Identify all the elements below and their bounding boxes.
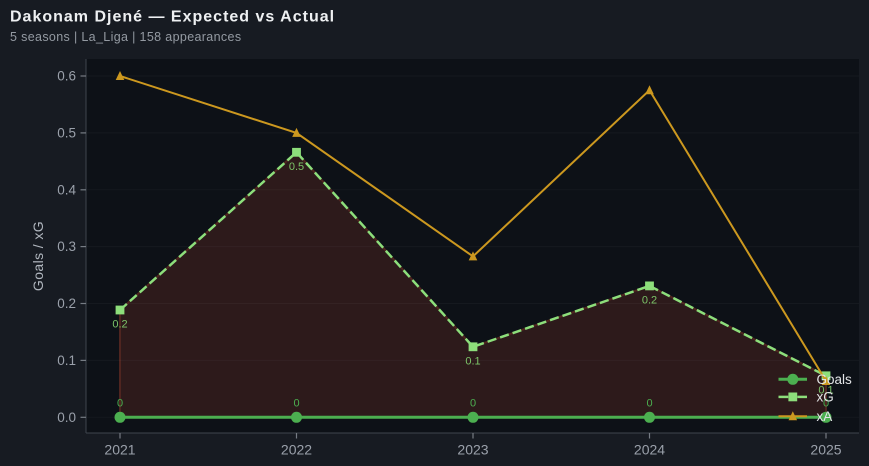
svg-text:0: 0 — [117, 398, 123, 410]
svg-text:2024: 2024 — [634, 442, 665, 458]
svg-text:0.2: 0.2 — [57, 296, 76, 311]
svg-text:Goals: Goals — [817, 372, 853, 387]
svg-text:2021: 2021 — [104, 442, 135, 458]
svg-text:xA: xA — [817, 409, 833, 424]
svg-text:2025: 2025 — [810, 442, 841, 458]
svg-text:0.1: 0.1 — [465, 355, 480, 367]
svg-text:0.1: 0.1 — [818, 384, 833, 396]
svg-text:0: 0 — [823, 398, 829, 410]
svg-text:0.5: 0.5 — [289, 161, 304, 173]
svg-text:Goals / xG: Goals / xG — [30, 221, 46, 291]
svg-text:0.6: 0.6 — [57, 69, 76, 84]
svg-text:0.1: 0.1 — [57, 353, 76, 368]
svg-text:xG: xG — [817, 390, 834, 405]
svg-text:2023: 2023 — [457, 442, 488, 458]
svg-text:0.2: 0.2 — [642, 294, 657, 306]
svg-text:0: 0 — [293, 398, 299, 410]
svg-text:Dakonam Djené — Expected vs Ac: Dakonam Djené — Expected vs Actual — [10, 9, 335, 26]
svg-text:0.2: 0.2 — [112, 319, 127, 331]
svg-text:0.3: 0.3 — [57, 239, 76, 254]
svg-text:5 seasons | La_Liga | 158 appe: 5 seasons | La_Liga | 158 appearances — [10, 30, 241, 44]
svg-text:0.5: 0.5 — [57, 125, 76, 140]
svg-text:0.0: 0.0 — [57, 410, 76, 425]
svg-text:0: 0 — [646, 398, 652, 410]
svg-text:0: 0 — [470, 398, 476, 410]
svg-text:2022: 2022 — [281, 442, 312, 458]
svg-text:0.4: 0.4 — [57, 182, 76, 197]
